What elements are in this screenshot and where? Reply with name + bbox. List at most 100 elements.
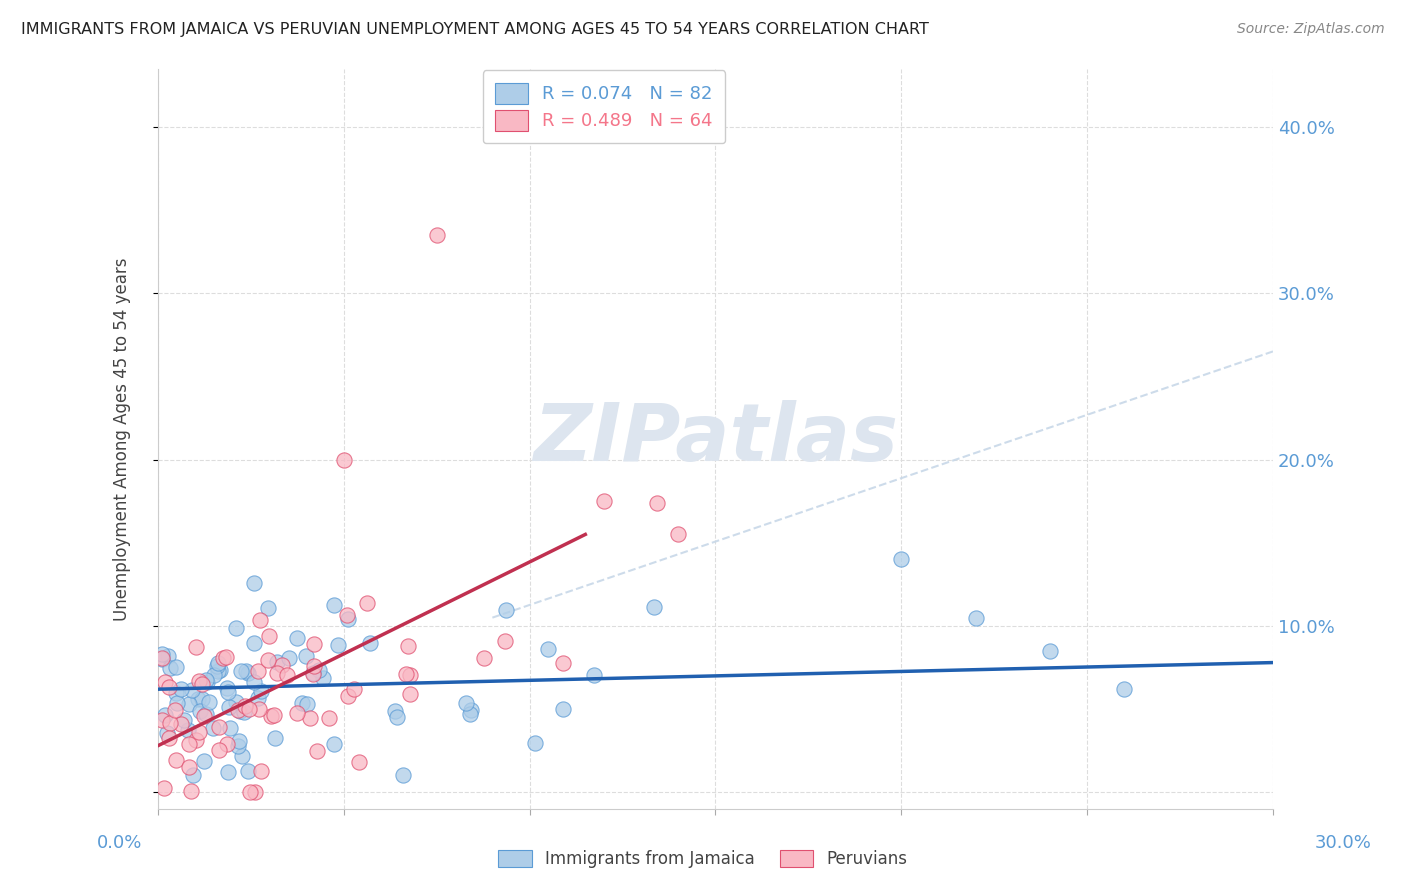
Point <box>215 737 238 751</box>
Point <box>150 651 173 665</box>
Point <box>257 653 280 667</box>
Point <box>218 700 240 714</box>
Point <box>153 675 176 690</box>
Point <box>257 630 280 644</box>
Point <box>233 706 256 720</box>
Point <box>219 721 242 735</box>
Point <box>332 452 354 467</box>
Point <box>165 753 187 767</box>
Text: ZIPatlas: ZIPatlas <box>533 400 898 478</box>
Text: IMMIGRANTS FROM JAMAICA VS PERUVIAN UNEMPLOYMENT AMONG AGES 45 TO 54 YEARS CORRE: IMMIGRANTS FROM JAMAICA VS PERUVIAN UNEM… <box>21 22 929 37</box>
Point <box>165 686 187 700</box>
Point <box>337 689 360 703</box>
Point <box>177 737 200 751</box>
Point <box>181 768 204 782</box>
Point <box>337 612 360 626</box>
Point <box>238 665 260 680</box>
Point <box>250 684 273 698</box>
Point <box>212 651 235 665</box>
Point <box>263 708 285 723</box>
Point <box>209 663 232 677</box>
Point <box>156 649 179 664</box>
Point <box>257 600 280 615</box>
Point <box>302 667 325 681</box>
Point <box>194 707 217 722</box>
Point <box>323 737 346 751</box>
Point <box>387 710 409 724</box>
Point <box>231 748 253 763</box>
Point <box>184 733 207 747</box>
Point <box>159 715 181 730</box>
Point <box>153 707 176 722</box>
Point <box>153 780 176 795</box>
Point <box>165 660 187 674</box>
Point <box>260 709 283 723</box>
Point <box>494 633 516 648</box>
Text: 0.0%: 0.0% <box>97 834 142 852</box>
Point <box>266 655 288 669</box>
Y-axis label: Unemployment Among Ages 45 to 54 years: Unemployment Among Ages 45 to 54 years <box>114 257 131 621</box>
Point <box>294 649 316 664</box>
Point <box>235 664 257 678</box>
Point <box>302 659 325 673</box>
Point <box>312 671 335 685</box>
Point <box>551 656 574 670</box>
Point <box>472 651 495 665</box>
Point <box>336 607 359 622</box>
Point <box>263 731 285 745</box>
Point <box>180 683 202 698</box>
Point <box>217 681 239 695</box>
Point <box>229 704 252 718</box>
Point <box>1114 682 1136 697</box>
Point <box>188 704 211 718</box>
Point <box>250 764 273 779</box>
Point <box>322 598 344 612</box>
Point <box>495 603 517 617</box>
Point <box>204 668 226 682</box>
Legend: R = 0.074   N = 82, R = 0.489   N = 64: R = 0.074 N = 82, R = 0.489 N = 64 <box>482 70 725 144</box>
Point <box>177 697 200 711</box>
Point <box>247 701 270 715</box>
Point <box>187 674 209 689</box>
Text: 30.0%: 30.0% <box>1315 834 1371 852</box>
Point <box>308 663 330 677</box>
Point <box>225 621 247 635</box>
Legend: Immigrants from Jamaica, Peruvians: Immigrants from Jamaica, Peruvians <box>492 843 914 875</box>
Point <box>343 682 366 697</box>
Point <box>643 600 665 615</box>
Point <box>247 665 270 679</box>
Point <box>285 706 308 721</box>
Point <box>537 641 560 656</box>
Point <box>249 614 271 628</box>
Point <box>205 659 228 673</box>
Point <box>965 610 987 624</box>
Point <box>318 711 340 725</box>
Point <box>551 702 574 716</box>
Point <box>243 675 266 690</box>
Point <box>170 682 193 697</box>
Point <box>225 695 247 709</box>
Point <box>524 736 547 750</box>
Point <box>271 658 294 673</box>
Point <box>297 697 319 711</box>
Point <box>395 667 418 681</box>
Point <box>666 527 689 541</box>
Point <box>291 696 314 710</box>
Point <box>159 660 181 674</box>
Point <box>1039 644 1062 658</box>
Point <box>157 680 180 694</box>
Point <box>359 636 381 650</box>
Point <box>207 664 229 678</box>
Point <box>193 709 215 723</box>
Point <box>208 743 231 757</box>
Point <box>276 668 298 682</box>
Point <box>166 696 188 710</box>
Point <box>347 755 370 769</box>
Point <box>454 696 477 710</box>
Point <box>593 494 616 508</box>
Point <box>226 739 249 753</box>
Point <box>356 596 378 610</box>
Point <box>228 734 250 748</box>
Point <box>201 721 224 735</box>
Point <box>226 703 249 717</box>
